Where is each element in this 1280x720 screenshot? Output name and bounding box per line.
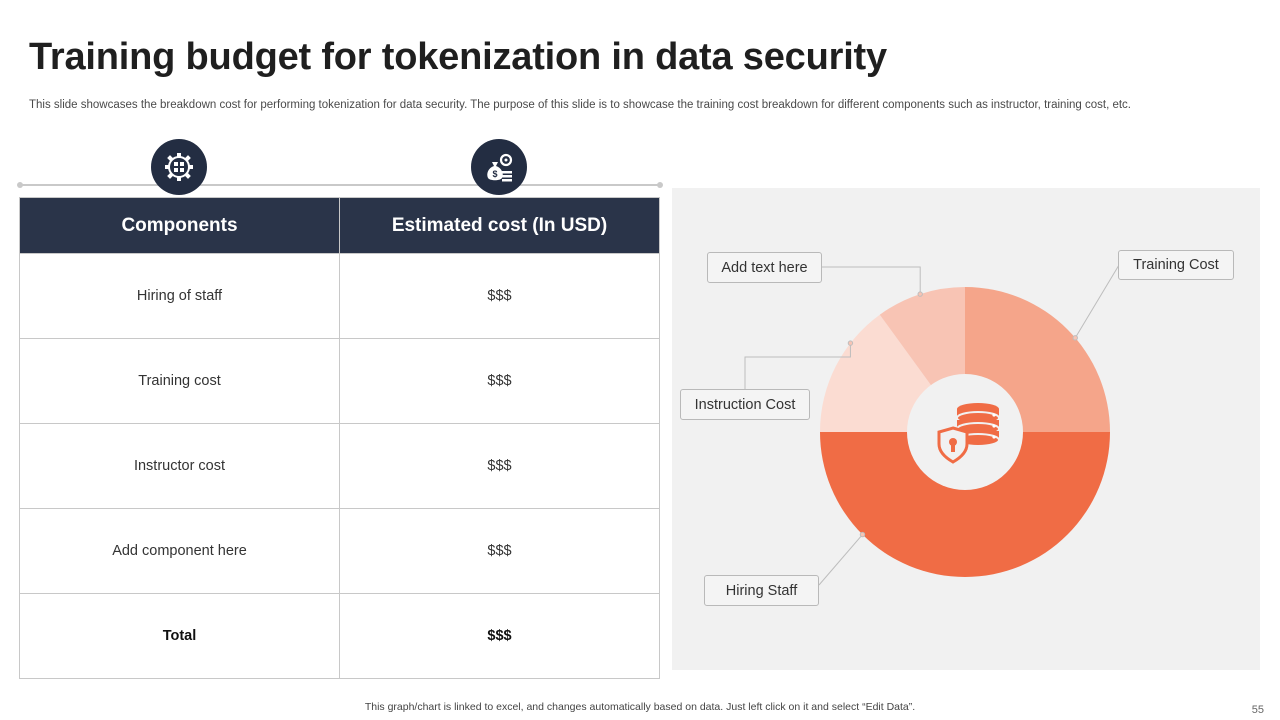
header-estimated-cost: Estimated cost (In USD): [339, 197, 660, 254]
divider-dot-left: [17, 182, 23, 188]
component-cell: Training cost: [19, 338, 340, 424]
database-shield-icon: [937, 403, 1000, 464]
table-total-row: Total $$$: [19, 593, 660, 679]
leader-line: [1074, 264, 1120, 339]
table-row: Training cost $$$: [19, 338, 660, 424]
table-header-row: Components Estimated cost (In USD): [19, 197, 660, 254]
cost-cell: $$$: [339, 338, 660, 424]
leader-dot: [859, 531, 866, 538]
leader-dot: [847, 340, 854, 346]
divider-line: [20, 184, 660, 186]
callout-add-text: Add text here: [707, 252, 822, 283]
chart-panel: Add text here Training Cost Instruction …: [672, 188, 1260, 670]
callout-training-cost: Training Cost: [1118, 250, 1234, 280]
callout-hiring-staff: Hiring Staff: [704, 575, 819, 606]
leader-dot: [1072, 335, 1078, 341]
leader-line: [822, 266, 921, 295]
page-title: Training budget for tokenization in data…: [29, 36, 887, 78]
money-bag-gear-icon: $: [471, 139, 527, 195]
table-row: Hiring of staff $$$: [19, 253, 660, 339]
donut-chart[interactable]: [672, 188, 1260, 670]
total-cost: $$$: [339, 593, 660, 679]
component-cell: Add component here: [19, 508, 340, 594]
leader-line: [818, 534, 863, 586]
svg-text:$: $: [492, 169, 497, 179]
callout-instruction-cost: Instruction Cost: [680, 389, 810, 420]
cost-cell: $$$: [339, 508, 660, 594]
pie-slice-hiring-staff[interactable]: [820, 432, 1110, 577]
component-cell: Instructor cost: [19, 423, 340, 509]
table-row: Add component here $$$: [19, 508, 660, 594]
table-row: Instructor cost $$$: [19, 423, 660, 509]
divider-dot-right: [657, 182, 663, 188]
cost-cell: $$$: [339, 253, 660, 339]
leader-dot: [917, 291, 923, 297]
cost-cell: $$$: [339, 423, 660, 509]
chart-footnote: This graph/chart is linked to excel, and…: [364, 701, 916, 713]
budget-table: Components Estimated cost (In USD) Hirin…: [19, 197, 660, 679]
page-subtitle: This slide showcases the breakdown cost …: [29, 99, 1132, 111]
leader-line: [744, 343, 851, 389]
header-components: Components: [19, 197, 340, 254]
total-label: Total: [19, 593, 340, 679]
puzzle-gear-icon: [151, 139, 207, 195]
page-number: 55: [1251, 704, 1264, 716]
component-cell: Hiring of staff: [19, 253, 340, 339]
